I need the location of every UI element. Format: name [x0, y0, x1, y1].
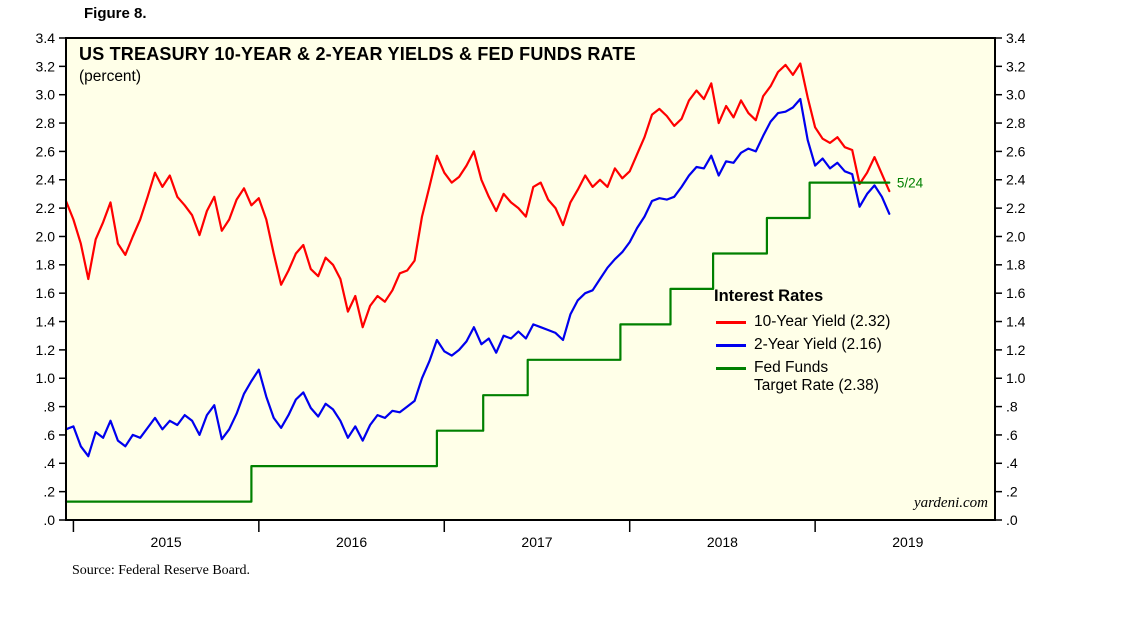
y-tick-label-right: .2: [1006, 484, 1018, 500]
legend-label-line: 10-Year Yield (2.32): [754, 313, 891, 330]
y-tick-label-left: 1.6: [36, 285, 56, 301]
y-tick-label-right: 2.4: [1006, 172, 1026, 188]
legend: Interest Rates 10-Year Yield (2.32) 2-Ye…: [714, 287, 890, 400]
y-tick-label-left: 1.0: [36, 370, 56, 386]
x-tick-label: 2019: [892, 534, 923, 550]
y-tick-label-right: 2.2: [1006, 200, 1026, 216]
x-tick-label: 2017: [521, 534, 552, 550]
x-tick-label: 2018: [707, 534, 738, 550]
legend-label-fed-funds: Fed Funds Target Rate (2.38): [754, 359, 879, 395]
y-tick-label-left: .8: [43, 398, 55, 414]
legend-label-line: 2-Year Yield (2.16): [754, 336, 882, 353]
y-tick-label-right: 3.0: [1006, 87, 1026, 103]
legend-entry-2-year-yield: 2-Year Yield (2.16): [714, 336, 890, 354]
plot-frame: [65, 37, 996, 521]
y-tick-label-left: .6: [43, 427, 55, 443]
y-tick-label-right: .6: [1006, 427, 1018, 443]
y-tick-label-right: .4: [1006, 455, 1018, 471]
x-tick-label: 2016: [336, 534, 367, 550]
legend-label-line: Fed Funds: [754, 359, 829, 376]
legend-swatch-2-year-yield: [716, 344, 746, 347]
y-tick-label-right: 2.0: [1006, 228, 1026, 244]
y-tick-label-right: 3.2: [1006, 58, 1026, 74]
y-tick-label-left: 1.4: [36, 313, 56, 329]
y-tick-label-left: 1.2: [36, 342, 56, 358]
y-tick-label-right: .0: [1006, 512, 1018, 528]
chart-svg: .0 .0 .2 .2 .4 .4 .6 .6 .8 .8 1.0 1.0 1.2 1.2 1.4 1.4 1.…: [36, 30, 1026, 550]
legend-swatch-10-year-yield: [716, 321, 746, 324]
legend-entry-10-year-yield: 10-Year Yield (2.32): [714, 313, 890, 331]
series-line-10-year-yield: [64, 62, 891, 329]
y-tick-label-right: 2.6: [1006, 143, 1026, 159]
x-axis: 2015 2016 2017 2018 2019: [72, 520, 924, 550]
y-tick-label-right: 1.8: [1006, 257, 1026, 273]
figure-label: Figure 8.: [84, 5, 147, 22]
annotation-last-date: 5/24: [896, 175, 924, 191]
legend-entry-fed-funds: Fed Funds Target Rate (2.38): [714, 359, 890, 395]
y-tick-label-right: 1.6: [1006, 285, 1026, 301]
chart-title: US TREASURY 10-YEAR & 2-YEAR YIELDS & FE…: [79, 44, 636, 64]
legend-label-line: Target Rate (2.38): [754, 377, 879, 394]
legend-label-10-year-yield: 10-Year Yield (2.32): [754, 313, 890, 331]
watermark: yardeni.com: [913, 495, 988, 511]
y-tick-label-left: 3.4: [36, 30, 56, 46]
y-tick-label-left: 3.2: [36, 58, 56, 74]
y-tick-label-right: 1.0: [1006, 370, 1026, 386]
y-tick-label-left: 2.2: [36, 200, 56, 216]
legend-label-2-year-yield: 2-Year Yield (2.16): [754, 336, 882, 354]
y-tick-label-right: 1.2: [1006, 342, 1026, 358]
series-line-fed-funds-target-rate: [64, 181, 891, 503]
plot-background: [66, 38, 995, 520]
y-tick-label-left: 2.0: [36, 228, 56, 244]
series-line-2-year-yield: [64, 97, 891, 458]
y-tick-label-right: 1.4: [1006, 313, 1026, 329]
y-tick-label-left: 2.8: [36, 115, 56, 131]
y-tick-label-left: 2.4: [36, 172, 56, 188]
y-tick-label-right: 2.8: [1006, 115, 1026, 131]
y-tick-label-left: .0: [43, 512, 55, 528]
y-tick-label-left: 3.0: [36, 87, 56, 103]
y-tick-label-right: 3.4: [1006, 30, 1026, 46]
source-note: Source: Federal Reserve Board.: [72, 563, 251, 578]
x-tick-label: 2015: [151, 534, 182, 550]
y-tick-label-right: .8: [1006, 398, 1018, 414]
y-tick-label-left: .4: [43, 455, 55, 471]
y-tick-label-left: 1.8: [36, 257, 56, 273]
y-axis: .0 .0 .2 .2 .4 .4 .6 .6 .8 .8 1.0 1.0 1.2 1.2 1.4 1.4 1.…: [36, 30, 1026, 528]
y-tick-label-left: .2: [43, 484, 55, 500]
legend-title: Interest Rates: [714, 287, 824, 305]
y-tick-label-left: 2.6: [36, 143, 56, 159]
legend-swatch-fed-funds: [716, 367, 746, 370]
chart-subtitle: (percent): [79, 68, 142, 85]
